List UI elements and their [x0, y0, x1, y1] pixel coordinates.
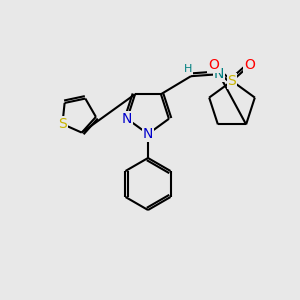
Text: N: N [214, 67, 224, 81]
Text: O: O [244, 58, 255, 72]
Text: N: N [122, 112, 132, 126]
Text: N: N [143, 127, 153, 141]
Text: S: S [228, 74, 236, 88]
Text: S: S [58, 117, 67, 131]
Text: O: O [208, 58, 219, 72]
Text: H: H [184, 64, 192, 74]
